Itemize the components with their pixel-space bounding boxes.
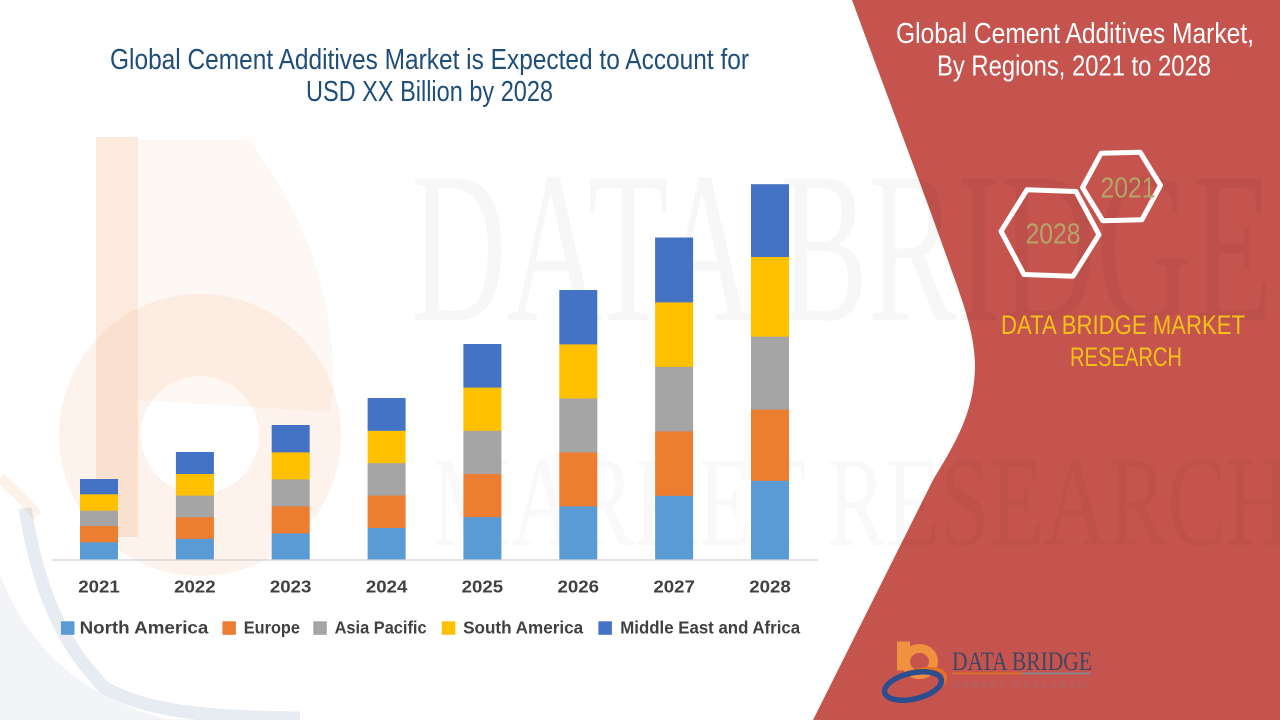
svg-text:2022: 2022	[174, 577, 216, 597]
svg-text:Europe: Europe	[244, 617, 300, 637]
svg-text:2028: 2028	[1026, 219, 1081, 251]
svg-text:Middle East and Africa: Middle East and Africa	[620, 617, 800, 637]
svg-text:2024: 2024	[366, 577, 408, 597]
svg-text:2025: 2025	[462, 577, 504, 597]
svg-text:2026: 2026	[558, 577, 600, 597]
svg-text:North America: North America	[80, 617, 209, 637]
svg-text:Global Cement Additives Market: Global Cement Additives Market,	[896, 18, 1254, 50]
svg-text:2021: 2021	[1101, 173, 1156, 205]
svg-text:South America: South America	[463, 617, 583, 637]
svg-text:RESEARCH: RESEARCH	[1070, 342, 1182, 372]
svg-text:MARKET RESEARCH: MARKET RESEARCH	[952, 680, 1088, 690]
svg-text:2028: 2028	[749, 577, 791, 597]
svg-text:2027: 2027	[653, 577, 695, 597]
svg-text:Asia Pacific: Asia Pacific	[335, 617, 427, 637]
svg-text:USD XX Billion by 2028: USD XX Billion by 2028	[306, 76, 553, 108]
svg-text:2023: 2023	[270, 577, 312, 597]
svg-text:DATA BRIDGE: DATA BRIDGE	[952, 647, 1092, 676]
svg-text:DATA BRIDGE MARKET: DATA BRIDGE MARKET	[1001, 310, 1245, 340]
svg-text:By Regions, 2021 to 2028: By Regions, 2021 to 2028	[937, 51, 1211, 83]
svg-text:Global Cement Additives Market: Global Cement Additives Market is Expect…	[110, 44, 749, 76]
svg-text:2021: 2021	[78, 577, 120, 597]
